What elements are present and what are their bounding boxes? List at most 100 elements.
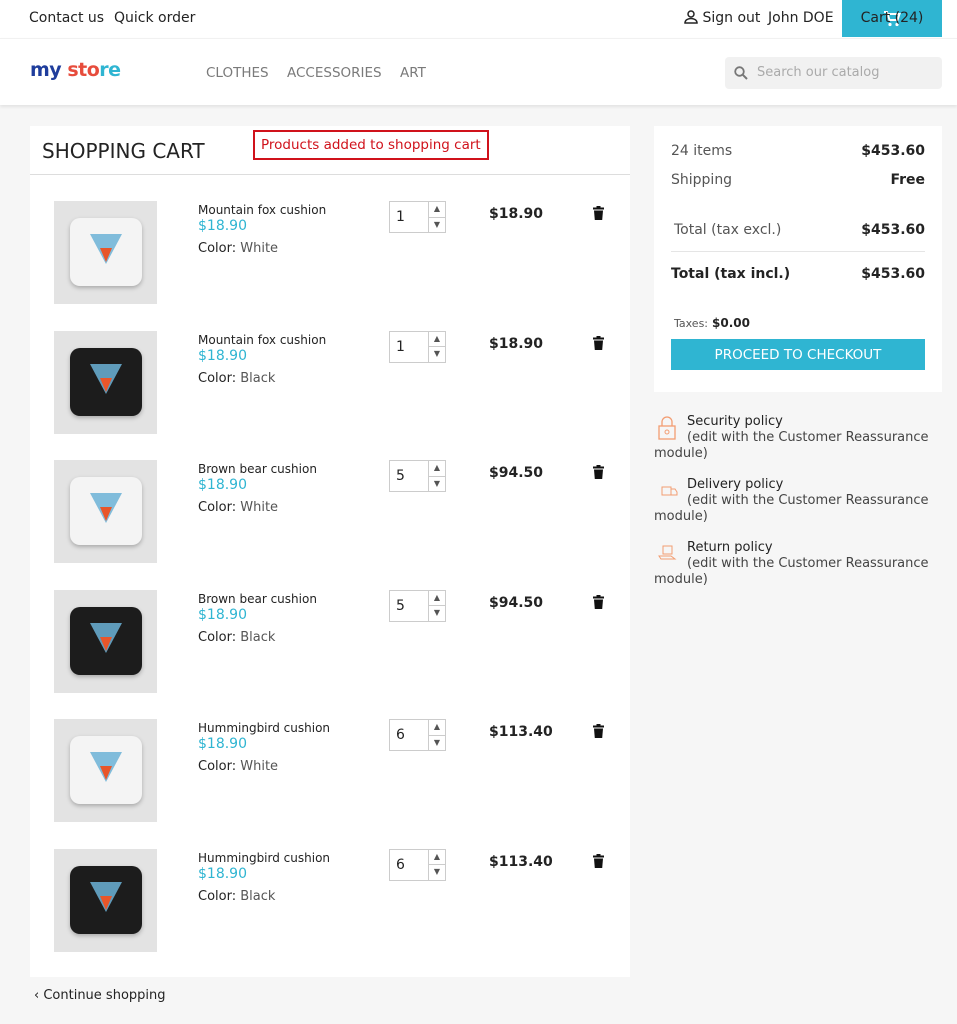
decrease-quantity-button[interactable]: ▼: [433, 219, 441, 229]
nav-accessories[interactable]: ACCESSORIES: [287, 65, 382, 81]
cart-item: Hummingbird cushion $18.90 Color: White …: [54, 719, 614, 829]
product-price: $18.90: [198, 218, 247, 234]
reassurance-item: Return policy (edit with the Customer Rea…: [654, 540, 944, 588]
cart-notice: Products added to shopping cart: [253, 130, 489, 160]
decrease-quantity-button[interactable]: ▼: [433, 349, 441, 358]
reassurance-item: Security policy (edit with the Customer R…: [654, 414, 944, 462]
increase-quantity-button[interactable]: ▲: [429, 202, 445, 218]
decrease-quantity-button[interactable]: ▼: [433, 867, 441, 876]
decrease-quantity-button[interactable]: ▼: [433, 478, 441, 488]
contact-us-link[interactable]: Contact us: [29, 10, 105, 26]
reassurance-title: Return policy: [687, 540, 773, 555]
cart-button[interactable]: Cart (24): [842, 0, 942, 37]
total-incl-label: Total (tax incl.): [671, 266, 791, 282]
continue-shopping-link[interactable]: ‹ Continue shopping: [34, 988, 166, 1003]
quantity-input[interactable]: 6: [390, 849, 429, 880]
taxes-value: $0.00: [712, 316, 750, 330]
increase-quantity-button[interactable]: ▲: [429, 461, 445, 477]
return-box-icon: [658, 545, 677, 560]
cushion-image: [70, 347, 142, 416]
product-image[interactable]: [54, 719, 157, 822]
product-name[interactable]: Hummingbird cushion: [198, 721, 331, 735]
increase-quantity-button[interactable]: ▲: [429, 591, 445, 606]
product-price: $18.90: [198, 865, 247, 882]
quantity-input[interactable]: 1: [390, 202, 429, 232]
store-logo[interactable]: my store: [30, 59, 121, 81]
search-icon: [734, 66, 748, 80]
delete-icon[interactable]: [593, 724, 604, 738]
color-value: White: [240, 759, 279, 774]
quantity-stepper[interactable]: 1 ▲ ▼: [389, 201, 446, 233]
delete-icon[interactable]: [593, 594, 604, 609]
line-total: $94.50: [489, 465, 544, 481]
product-image[interactable]: [54, 201, 157, 304]
cart-item: Brown bear cushion $18.90 Color: Black 5…: [54, 589, 614, 700]
cart-icon: [884, 10, 901, 26]
user-name[interactable]: John DOE: [768, 10, 834, 26]
delete-icon[interactable]: [593, 853, 604, 868]
cushion-image: [70, 477, 142, 545]
line-total: $113.40: [489, 853, 553, 870]
product-price: $18.90: [198, 477, 247, 493]
cart-item: Mountain fox cushion $18.90 Color: White…: [54, 201, 614, 311]
quantity-input[interactable]: 6: [390, 720, 429, 750]
quantity-input[interactable]: 5: [390, 461, 429, 491]
decrease-quantity-button[interactable]: ▼: [433, 737, 441, 747]
sign-out-link[interactable]: Sign out: [684, 10, 760, 26]
reassurance-title: Delivery policy: [687, 477, 784, 492]
cushion-image: [70, 736, 142, 804]
product-name[interactable]: Mountain fox cushion: [198, 203, 327, 217]
items-value: $453.60: [861, 143, 925, 159]
delete-icon[interactable]: [593, 335, 604, 350]
increase-quantity-button[interactable]: ▲: [429, 720, 445, 736]
product-color: Color: Black: [198, 371, 275, 386]
product-name[interactable]: Mountain fox cushion: [198, 332, 327, 347]
items-label: 24 items: [671, 143, 733, 159]
product-image[interactable]: [54, 330, 157, 434]
quantity-stepper[interactable]: 5 ▲ ▼: [389, 460, 446, 492]
product-image[interactable]: [54, 460, 157, 563]
cart-label: Cart (24): [860, 10, 924, 26]
decrease-quantity-button[interactable]: ▼: [433, 608, 441, 617]
reassurance-desc-text: (edit with the Customer Reassurance modu…: [654, 556, 929, 587]
color-label: Color:: [198, 370, 237, 386]
reassurance-item: Delivery policy (edit with the Customer R…: [654, 477, 944, 525]
quick-order-link[interactable]: Quick order: [114, 10, 196, 26]
quantity-stepper[interactable]: 6 ▲ ▼: [389, 719, 446, 751]
nav-clothes[interactable]: CLOTHES: [206, 65, 269, 81]
header: my store CLOTHES ACCESSORIES ART Search …: [0, 38, 957, 105]
divider: [671, 251, 925, 252]
line-total: $113.40: [489, 724, 553, 740]
cart-item: Mountain fox cushion $18.90 Color: Black…: [54, 330, 614, 441]
color-label: Color:: [198, 759, 237, 774]
product-name[interactable]: Brown bear cushion: [198, 462, 317, 476]
shipping-label: Shipping: [671, 172, 733, 188]
product-image[interactable]: [54, 848, 157, 952]
quantity-stepper[interactable]: 6 ▲ ▼: [389, 848, 446, 881]
product-color: Color: Black: [198, 630, 275, 645]
delete-icon[interactable]: [593, 465, 604, 479]
product-image[interactable]: [54, 589, 157, 693]
cart-item: Hummingbird cushion $18.90 Color: Black …: [54, 848, 614, 959]
total-excl-label: Total (tax excl.): [674, 222, 782, 238]
quantity-stepper[interactable]: 1 ▲ ▼: [389, 330, 446, 363]
cart-summary: 24 items $453.60 Shipping Free Total (ta…: [654, 126, 942, 392]
product-color: Color: White: [198, 759, 278, 774]
quantity-input[interactable]: 5: [390, 590, 429, 621]
increase-quantity-button[interactable]: ▲: [429, 850, 445, 865]
proceed-to-checkout-button[interactable]: PROCEED TO CHECKOUT: [671, 339, 925, 370]
increase-quantity-button[interactable]: ▲: [429, 332, 445, 347]
product-price: $18.90: [198, 736, 247, 752]
delete-icon[interactable]: [593, 206, 604, 220]
quantity-stepper[interactable]: 5 ▲ ▼: [389, 589, 446, 622]
quantity-input[interactable]: 1: [390, 331, 429, 362]
line-total: $18.90: [489, 335, 544, 352]
product-name[interactable]: Hummingbird cushion: [198, 850, 331, 865]
search-input[interactable]: Search our catalog: [725, 57, 942, 89]
nav-art[interactable]: ART: [400, 65, 426, 81]
total-incl-value: $453.60: [861, 266, 925, 282]
color-label: Color:: [198, 888, 237, 904]
product-name[interactable]: Brown bear cushion: [198, 591, 317, 606]
cart-panel: SHOPPING CART Mountain fox cushion $18.9…: [30, 126, 630, 977]
color-value: Black: [240, 888, 276, 904]
